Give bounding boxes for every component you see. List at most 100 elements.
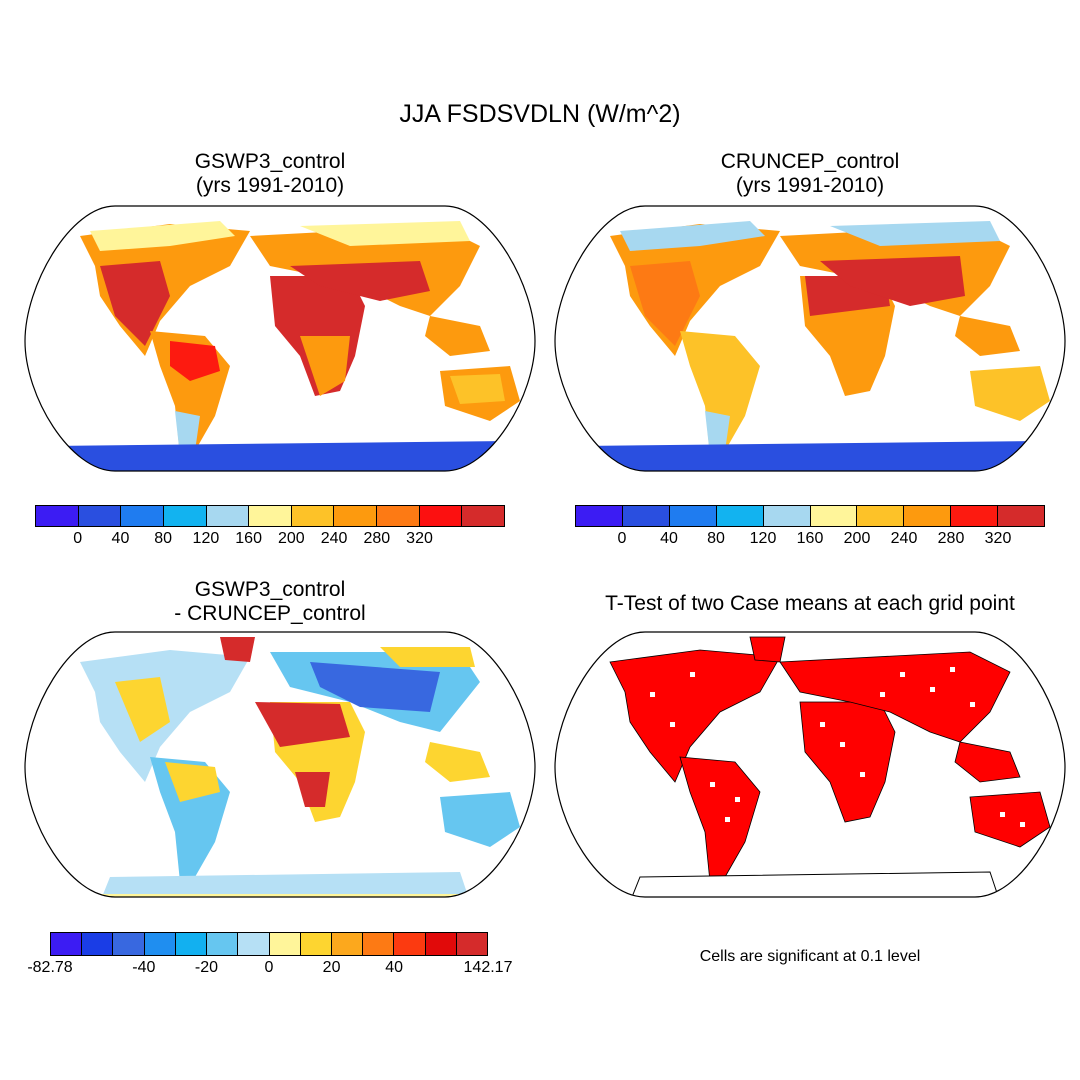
australia — [970, 366, 1050, 421]
colorbar-tick-label: 120 — [192, 530, 220, 547]
colorbar-labels: 0 40 80 120 160 200 240 280 320 — [35, 527, 505, 551]
colorbar-swatch — [78, 506, 122, 526]
colorbar-swatch — [951, 506, 999, 526]
colorbar-tick-label: 40 — [660, 530, 678, 547]
panel-title-cruncep: CRUNCEP_control (yrs 1991-2010) — [640, 150, 980, 198]
middle-east — [290, 261, 430, 301]
australia — [440, 792, 520, 847]
colorbar-swatches — [575, 505, 1045, 527]
colorbar-swatches — [50, 932, 488, 956]
map-ttest — [554, 631, 1066, 898]
north-america-south — [100, 261, 170, 346]
colorbar-tick-label: -82.78 — [27, 959, 73, 976]
panel-title-ttest: T-Test of two Case means at each grid po… — [605, 592, 1015, 615]
colorbar-swatch — [425, 933, 457, 955]
non-significant-cells — [650, 667, 1025, 827]
colorbar-tick-label: 0 — [264, 959, 274, 976]
colorbar-swatch — [998, 506, 1045, 526]
panel-title-line2: (yrs 1991-2010) — [735, 174, 885, 197]
colorbar-swatch — [331, 933, 364, 955]
colorbar-swatch — [857, 506, 905, 526]
colorbar-tick-label: 80 — [707, 530, 725, 547]
significance-note: Cells are significant at 0.1 level — [699, 948, 921, 965]
antarctica — [40, 441, 520, 471]
colorbar-swatch — [334, 506, 378, 526]
colorbar-swatch — [462, 506, 505, 526]
map-difference — [24, 631, 536, 898]
australia — [969, 791, 1051, 848]
colorbar-tick-label: 240 — [320, 530, 348, 547]
colorbar-swatch — [363, 933, 395, 955]
colorbar-swatch — [810, 506, 858, 526]
colorbar-labels: 0 40 80 120 160 200 240 280 320 — [575, 527, 1045, 551]
colorbar-swatch — [291, 506, 335, 526]
panel-title-difference: GSWP3_control - CRUNCEP_control — [100, 578, 440, 626]
colorbar-swatch — [576, 506, 623, 526]
south-america-amazon — [170, 341, 220, 381]
colorbar-swatch — [669, 506, 717, 526]
central-africa — [295, 772, 330, 807]
sahara — [255, 702, 350, 747]
colorbar-swatch — [377, 506, 420, 526]
colorbar-tick-label: 0 — [73, 530, 83, 547]
south-america — [680, 331, 760, 456]
siberia — [830, 221, 1000, 246]
north-america-arctic — [620, 221, 765, 251]
panel-title-line1: CRUNCEP_control — [720, 150, 900, 173]
colorbar-swatch — [622, 506, 670, 526]
eurasia — [779, 651, 1011, 743]
colorbar-tick-label: 160 — [235, 530, 262, 547]
colorbar-swatch — [763, 506, 811, 526]
colorbar-tick-label: 320 — [984, 530, 1012, 547]
colorbar-gswp3: 0 40 80 120 160 200 240 280 320 — [35, 505, 505, 551]
colorbar-swatch — [36, 506, 79, 526]
north-america-east — [115, 677, 170, 742]
panel-title-line2: (yrs 1991-2010) — [195, 174, 345, 197]
colorbar-swatch — [904, 506, 952, 526]
antarctica — [570, 441, 1050, 471]
south-america-north — [165, 762, 220, 802]
colorbar-swatch — [249, 506, 292, 526]
colorbar-swatch — [300, 933, 332, 955]
eurasia-deep — [310, 662, 440, 712]
greenland — [220, 637, 255, 662]
colorbar-swatch — [419, 506, 463, 526]
colorbar-swatch — [269, 933, 301, 955]
se-asia — [954, 741, 1021, 783]
antarctica-edge — [100, 894, 470, 897]
colorbar-tick-label: 80 — [154, 530, 173, 547]
colorbar-swatch — [175, 933, 208, 955]
panel-title-line1: GSWP3_control — [194, 578, 346, 601]
colorbar-tick-label: 280 — [363, 530, 391, 547]
colorbar-swatches — [35, 505, 505, 527]
colorbar-tick-label: 142.17 — [463, 959, 513, 976]
colorbar-tick-label: 160 — [796, 530, 824, 547]
colorbar-swatch — [207, 933, 239, 955]
antarctica — [629, 871, 1001, 897]
asia-north — [380, 647, 475, 667]
panel-title-line2: - CRUNCEP_control — [174, 602, 366, 625]
colorbar-swatch — [144, 933, 176, 955]
middle-east — [820, 256, 965, 306]
north-america-south — [630, 261, 700, 346]
colorbar-swatch — [394, 933, 426, 955]
colorbar-cruncep: 0 40 80 120 160 200 240 280 320 — [575, 505, 1045, 551]
colorbar-tick-label: -20 — [194, 959, 218, 976]
map-cruncep-control — [554, 205, 1066, 472]
siberia — [300, 221, 470, 246]
colorbar-difference: -82.78 -40 -20 0 20 40 142.17 — [27, 932, 512, 980]
north-america — [609, 649, 781, 783]
figure-title: JJA FSDSVDLN (W/m^2) — [399, 100, 681, 128]
colorbar-tick-label: 320 — [406, 530, 433, 547]
colorbar-swatch — [82, 933, 114, 955]
panel-title-gswp3: GSWP3_control (yrs 1991-2010) — [100, 150, 440, 198]
colorbar-swatch — [163, 506, 207, 526]
south-america — [679, 756, 761, 883]
colorbar-swatch — [113, 933, 145, 955]
colorbar-tick-label: 280 — [937, 530, 965, 547]
colorbar-swatch — [121, 506, 164, 526]
africa-south — [300, 336, 350, 396]
greenland — [749, 636, 786, 663]
colorbar-tick-label: 200 — [278, 530, 305, 547]
colorbar-swatch — [206, 506, 250, 526]
